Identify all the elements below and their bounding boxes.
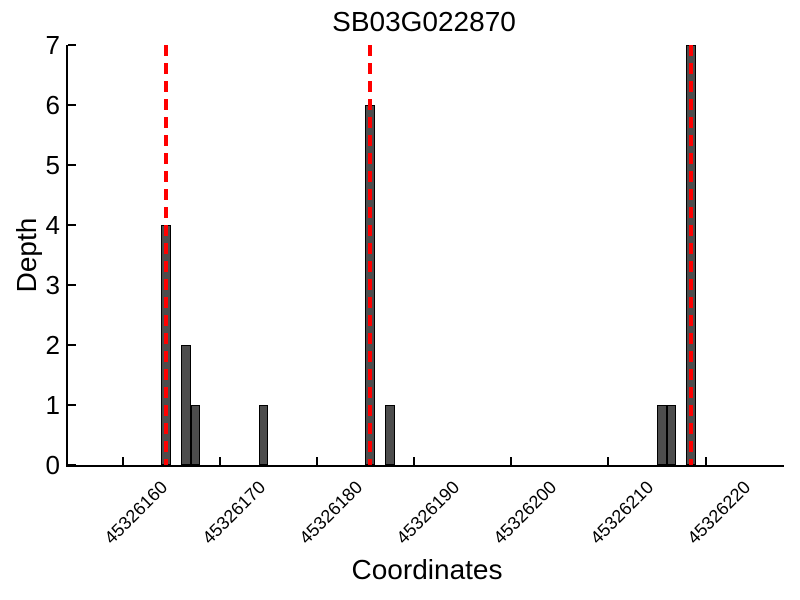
depth-bar: [180, 345, 191, 465]
y-axis-tick: [68, 224, 76, 226]
y-tick-label: 5: [45, 150, 60, 180]
x-axis-tick: [121, 457, 124, 465]
y-axis-tick: [68, 164, 76, 166]
snp-marker-line: [688, 45, 693, 465]
y-axis-tick: [68, 464, 76, 466]
depth-bar: [190, 405, 201, 465]
depth-bar: [384, 405, 395, 465]
y-axis-tick: [68, 44, 76, 46]
x-axis-label: Coordinates: [351, 554, 503, 585]
x-tick-label: 45326200: [489, 477, 561, 548]
x-tick-label: 45326220: [683, 477, 755, 548]
x-axis-tick: [510, 457, 513, 465]
y-tick-label: 1: [45, 390, 60, 420]
snp-marker-line: [368, 45, 373, 465]
y-tick-label: 4: [45, 210, 60, 240]
x-tick-label: 45326210: [586, 477, 658, 548]
y-tick-label: 6: [45, 90, 60, 120]
depth-bar: [666, 405, 677, 465]
x-axis-tick: [413, 457, 415, 465]
snp-marker-line: [164, 45, 169, 465]
depth-bar: [258, 405, 269, 465]
depth-bar: [656, 405, 667, 465]
plot-area: [66, 45, 784, 467]
x-tick-label: 45326190: [392, 477, 464, 548]
x-axis-tick: [704, 457, 707, 465]
y-axis-tick: [68, 104, 76, 106]
x-tick-label: 45326170: [198, 477, 269, 548]
x-tick-label: 45326160: [100, 477, 172, 548]
y-tick-label: 0: [45, 450, 60, 480]
x-axis-tick: [218, 457, 221, 465]
y-tick-label: 7: [45, 30, 60, 60]
x-tick-label: 45326180: [295, 477, 366, 548]
y-axis-tick: [68, 344, 76, 346]
y-tick-label: 3: [45, 270, 60, 300]
chart-title: SB03G022870: [332, 6, 516, 37]
x-axis-tick: [315, 457, 318, 465]
x-axis-tick: [607, 457, 610, 465]
y-axis-tick: [68, 284, 76, 286]
y-axis-tick: [68, 404, 76, 406]
y-tick-label: 2: [45, 330, 60, 360]
